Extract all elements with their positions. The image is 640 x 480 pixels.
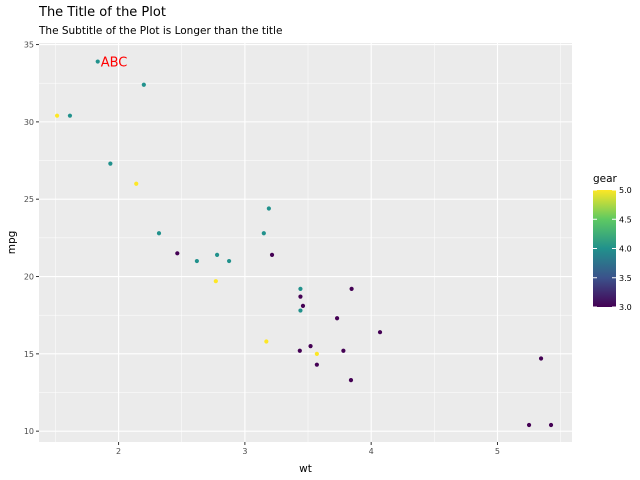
data-point xyxy=(264,339,269,344)
data-point xyxy=(300,303,306,309)
legend-tick-label: 4.0 xyxy=(619,245,632,254)
data-point xyxy=(269,252,275,257)
major-gridlines xyxy=(39,43,572,442)
data-point xyxy=(538,356,544,361)
data-point xyxy=(67,113,73,118)
data-point xyxy=(266,206,271,211)
data-point xyxy=(95,59,100,64)
data-point xyxy=(108,161,113,166)
data-point xyxy=(214,252,220,257)
data-point xyxy=(308,344,313,349)
x-axis-label: wt xyxy=(299,463,312,475)
y-axis-ticks: 10 15 20 25 30 35 xyxy=(24,41,39,436)
chart-title: The Title of the Plot xyxy=(38,5,166,20)
legend-tick-label: 4.5 xyxy=(619,215,632,224)
legend: gear 3.0 3.5 4.0 4.5 5.0 xyxy=(593,173,632,312)
data-point xyxy=(134,181,139,186)
y-tick-label: 25 xyxy=(24,195,34,204)
data-point xyxy=(314,362,319,367)
legend-tick-label: 5.0 xyxy=(619,186,632,195)
data-point xyxy=(349,286,354,291)
y-tick-label: 15 xyxy=(24,350,34,359)
data-point xyxy=(348,378,354,383)
minor-gridlines xyxy=(39,43,572,442)
x-tick-label: 4 xyxy=(369,447,374,456)
x-tick-label: 3 xyxy=(242,447,247,456)
data-point xyxy=(341,348,346,353)
data-point xyxy=(194,258,199,264)
data-point xyxy=(141,82,146,87)
data-point xyxy=(298,294,303,299)
data-point xyxy=(297,348,302,353)
chart-annotation: ABC xyxy=(101,56,128,71)
data-points xyxy=(54,59,554,428)
y-tick-label: 20 xyxy=(24,273,34,282)
y-tick-label: 30 xyxy=(24,118,34,127)
legend-colorbar xyxy=(593,190,616,307)
data-point xyxy=(298,308,303,313)
data-point xyxy=(314,351,319,356)
data-point xyxy=(377,330,383,335)
data-point xyxy=(526,422,532,428)
plot-panel xyxy=(39,43,572,442)
data-point xyxy=(156,231,162,236)
x-tick-label: 2 xyxy=(116,447,121,456)
y-tick-label: 10 xyxy=(24,427,34,436)
y-axis-label: mpg xyxy=(6,231,18,255)
legend-tick-label: 3.5 xyxy=(619,274,632,283)
data-point xyxy=(175,251,180,256)
legend-title: gear xyxy=(593,173,618,185)
data-point xyxy=(548,422,554,428)
legend-ticks: 3.0 3.5 4.0 4.5 5.0 xyxy=(593,186,632,312)
data-point xyxy=(54,113,60,118)
legend-tick-label: 3.0 xyxy=(619,303,632,312)
x-tick-label: 5 xyxy=(495,447,500,456)
x-axis-ticks: 2 3 4 5 xyxy=(116,442,500,456)
data-point xyxy=(298,286,303,291)
data-point xyxy=(334,316,340,321)
data-point xyxy=(261,231,266,236)
chart-subtitle: The Subtitle of the Plot is Longer than … xyxy=(38,25,282,37)
data-point xyxy=(213,279,218,284)
data-point xyxy=(226,258,232,264)
y-tick-label: 35 xyxy=(24,41,34,50)
